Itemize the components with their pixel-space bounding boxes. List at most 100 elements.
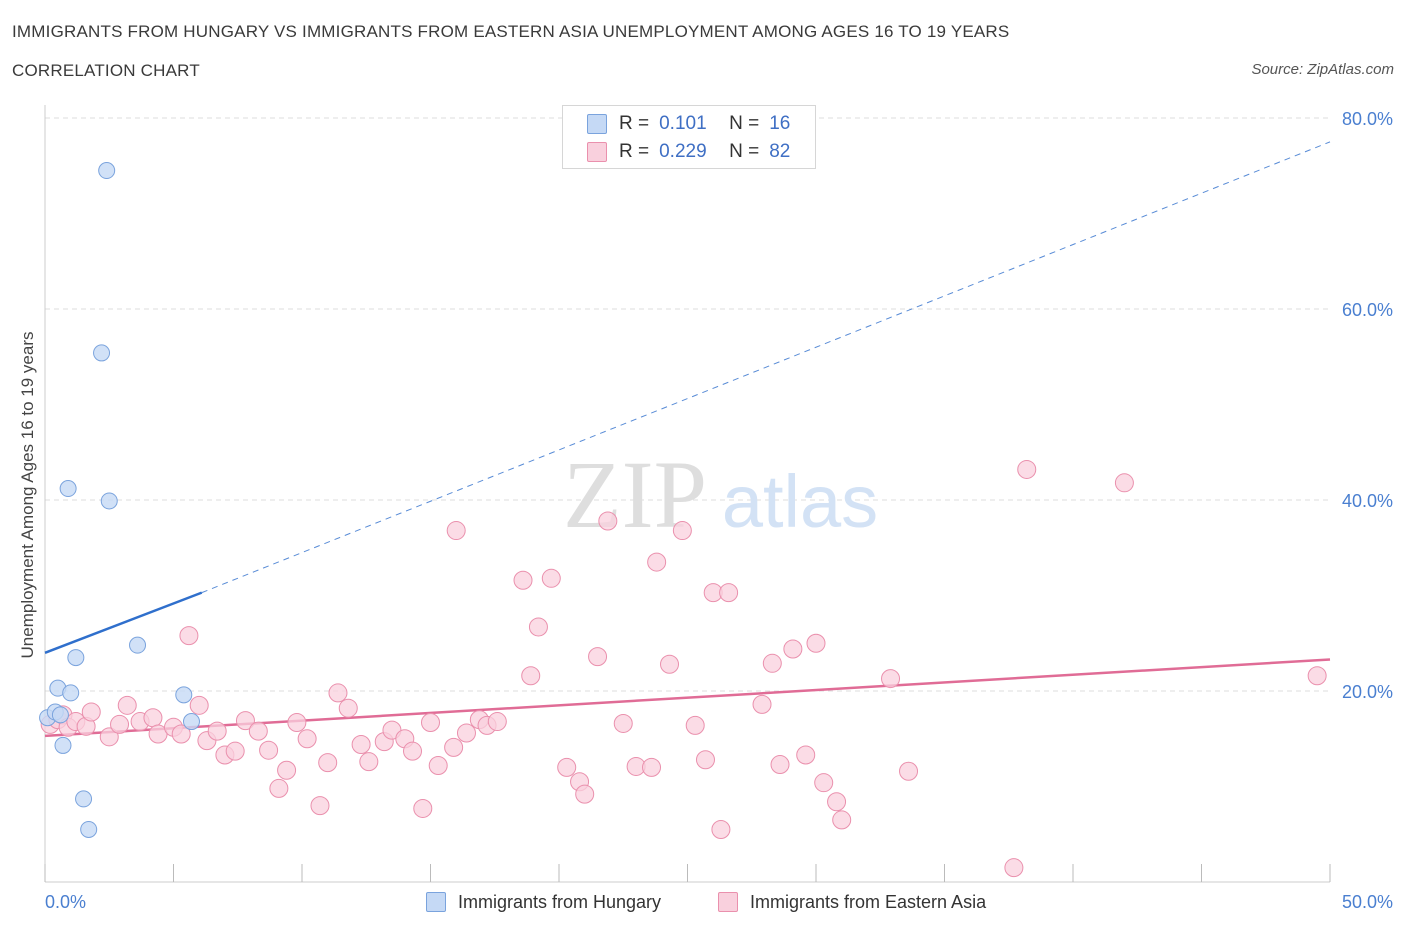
legend-n-value: 16	[769, 113, 791, 134]
hungary-point	[62, 684, 80, 702]
legend-r-label: R =	[619, 113, 650, 134]
series-legend-eastern-asia: Immigrants from Eastern Asia	[718, 888, 986, 916]
legend-row-eastern-asia: R = 0.229 N = 82	[587, 140, 790, 164]
y-tick-label: 80.0%	[1342, 109, 1393, 129]
eastern-asia-point	[444, 737, 464, 757]
eastern-asia-point	[541, 568, 561, 588]
hungary-point	[80, 820, 98, 838]
hungary-point	[59, 480, 77, 498]
eastern-asia-point	[179, 626, 199, 646]
eastern-asia-point	[277, 760, 297, 780]
hungary-point	[129, 636, 147, 654]
eastern-asia-point	[1004, 858, 1024, 878]
eastern-asia-point	[695, 750, 715, 770]
gridlines	[45, 117, 1330, 692]
stats-legend: R = 0.101 N = 16 R = 0.229 N = 82	[562, 105, 816, 169]
eastern-asia-point	[297, 729, 317, 749]
eastern-asia-point	[99, 727, 119, 747]
eastern-asia-point	[235, 711, 255, 731]
y-axis-label: Unemployment Among Ages 16 to 19 years	[18, 331, 37, 659]
x-tick-label: 0.0%	[45, 892, 86, 912]
eastern-asia-point	[796, 745, 816, 765]
hungary-point	[175, 686, 193, 704]
eastern-asia-point	[899, 761, 919, 781]
eastern-asia-point	[881, 669, 901, 689]
hungary-point	[98, 162, 116, 180]
hungary-point	[182, 713, 200, 731]
eastern-asia-point	[521, 666, 541, 686]
eastern-asia-point	[711, 819, 731, 839]
eastern-asia-point	[1017, 459, 1037, 479]
eastern-asia-point	[310, 796, 330, 816]
legend-swatch-eastern-asia	[587, 142, 607, 162]
eastern-asia-point	[575, 784, 595, 804]
eastern-asia-point	[403, 741, 423, 761]
eastern-asia-point	[259, 740, 279, 760]
legend-row-hungary: R = 0.101 N = 16	[587, 112, 790, 136]
eastern-asia-point	[446, 521, 466, 541]
eastern-asia-point	[770, 755, 790, 775]
watermark-atlas: atlas	[722, 460, 878, 543]
eastern-asia-point	[189, 695, 209, 715]
eastern-asia-point	[287, 713, 307, 733]
hungary-point	[51, 706, 69, 724]
eastern-asia-point	[207, 721, 227, 741]
legend-r-label: R =	[619, 141, 650, 162]
hungary-point	[54, 736, 72, 754]
axes	[44, 105, 1331, 883]
eastern-asia-point	[513, 570, 533, 590]
eastern-asia-point	[110, 714, 130, 734]
eastern-asia-point	[318, 753, 338, 773]
eastern-asia-point	[752, 694, 772, 714]
tick-labels: 20.0% 40.0% 60.0% 80.0% 0.0% 50.0%	[45, 109, 1393, 912]
eastern-asia-point	[143, 708, 163, 728]
eastern-asia-point	[117, 695, 137, 715]
hungary-point	[67, 649, 85, 667]
chart-subtitle: CORRELATION CHART	[12, 61, 200, 80]
eastern-asia-point	[359, 752, 379, 772]
eastern-asia-point	[598, 511, 618, 531]
eastern-asia-point	[528, 617, 548, 637]
eastern-asia-point	[487, 712, 507, 732]
series-legend-hungary: Immigrants from Hungary	[426, 888, 661, 916]
eastern-asia-point	[588, 647, 608, 667]
eastern-asia-point	[672, 521, 692, 541]
hungary-point	[93, 344, 111, 362]
eastern-asia-point	[248, 721, 268, 741]
legend-n-label: N =	[729, 113, 760, 134]
legend-r-value: 0.101	[659, 113, 707, 134]
eastern-asia-point	[613, 713, 633, 733]
y-tick-label: 20.0%	[1342, 682, 1393, 702]
eastern-asia-point	[647, 552, 667, 572]
eastern-asia-point	[225, 741, 245, 761]
eastern-asia-point	[762, 653, 782, 673]
legend-swatch-eastern-asia	[718, 892, 738, 912]
eastern-asia-point	[827, 792, 847, 812]
eastern-asia-point	[1307, 666, 1327, 686]
data-points	[39, 162, 1327, 878]
hungary-point	[100, 492, 118, 510]
legend-label-hungary: Immigrants from Hungary	[458, 891, 662, 912]
eastern-asia-point	[351, 734, 371, 754]
eastern-asia-point	[171, 724, 191, 744]
legend-label-eastern-asia: Immigrants from Eastern Asia	[750, 891, 987, 912]
x-tick-label: 50.0%	[1342, 892, 1393, 912]
eastern-asia-point	[269, 778, 289, 798]
eastern-asia-point	[328, 683, 348, 703]
legend-n-value: 82	[769, 141, 791, 162]
source-credit: Source: ZipAtlas.com	[1251, 61, 1394, 78]
y-tick-label: 40.0%	[1342, 491, 1393, 511]
watermark: ZIP atlas	[563, 441, 878, 548]
eastern-asia-point	[783, 639, 803, 659]
eastern-asia-point	[660, 654, 680, 674]
eastern-asia-point	[832, 810, 852, 830]
legend-n-label: N =	[729, 141, 760, 162]
eastern-asia-point	[1114, 473, 1134, 493]
eastern-asia-point	[642, 757, 662, 777]
hungary-point	[75, 790, 93, 808]
eastern-asia-point	[685, 715, 705, 735]
hungary-trend-extension	[201, 141, 1331, 594]
eastern-asia-point	[806, 633, 826, 653]
eastern-asia-point	[719, 583, 739, 603]
